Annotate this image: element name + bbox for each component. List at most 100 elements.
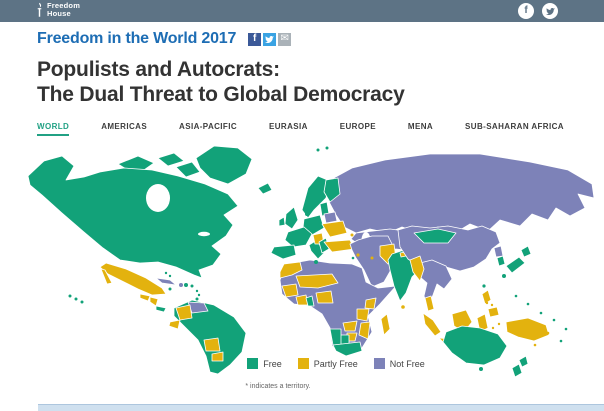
region-ukraine[interactable] xyxy=(321,220,348,238)
region-lesser-antilles[interactable] xyxy=(197,293,201,297)
region-sulawesi[interactable] xyxy=(476,313,489,333)
region-paraguay[interactable] xyxy=(211,351,224,362)
region-south-america[interactable] xyxy=(173,299,247,375)
region-zambia[interactable] xyxy=(342,320,358,332)
region-moluccas[interactable] xyxy=(497,322,501,326)
region-philippines[interactable] xyxy=(490,303,494,307)
region-belarus[interactable] xyxy=(323,211,338,224)
region-dominican-republic[interactable] xyxy=(184,283,188,287)
region-jordan[interactable] xyxy=(356,253,360,257)
tab-sub-saharan-africa[interactable]: SUB-SAHARAN AFRICA xyxy=(465,122,564,131)
region-philippines[interactable] xyxy=(485,301,489,305)
region-tunisia[interactable] xyxy=(314,260,318,264)
region-morocco-western-sahara[interactable] xyxy=(279,261,303,279)
region-south-korea[interactable] xyxy=(496,255,506,267)
region-pacific-island[interactable] xyxy=(533,343,537,347)
region-guatemala[interactable] xyxy=(139,293,151,302)
region-bolivia[interactable] xyxy=(203,337,221,352)
world-map[interactable] xyxy=(0,136,604,380)
region-tasmania[interactable] xyxy=(479,367,483,371)
region-pacific-island[interactable] xyxy=(546,331,550,335)
region-ireland[interactable] xyxy=(278,216,286,227)
region-north-america[interactable] xyxy=(27,155,239,279)
region-puerto-rico[interactable] xyxy=(190,284,194,288)
region-costa-rica-panama[interactable] xyxy=(155,305,167,313)
region-lesser-antilles[interactable] xyxy=(195,289,199,293)
region-taiwan[interactable] xyxy=(482,284,486,288)
region-indochina[interactable] xyxy=(415,259,453,308)
region-france[interactable] xyxy=(284,226,313,248)
region-myanmar[interactable] xyxy=(409,255,425,282)
region-mongolia[interactable] xyxy=(413,228,457,244)
region-georgia[interactable] xyxy=(350,233,354,237)
region-philippines-mindanao[interactable] xyxy=(487,306,500,318)
region-jamaica[interactable] xyxy=(168,287,172,291)
region-japan-honshu[interactable] xyxy=(505,256,526,274)
region-svalbard[interactable] xyxy=(316,148,320,152)
region-moluccas[interactable] xyxy=(491,326,495,330)
region-kenya[interactable] xyxy=(364,297,377,310)
tab-americas[interactable]: AMERICAS xyxy=(101,122,148,131)
region-baja-california[interactable] xyxy=(100,268,113,285)
region-pacific-island[interactable] xyxy=(559,339,563,343)
region-sri-lanka[interactable] xyxy=(401,305,405,309)
region-new-zealand-south[interactable] xyxy=(511,363,523,378)
region-hawaii[interactable] xyxy=(68,294,72,298)
region-nigeria[interactable] xyxy=(315,290,334,304)
region-sumatra[interactable] xyxy=(422,312,442,337)
region-israel[interactable] xyxy=(351,256,355,260)
tab-asia-pacific[interactable]: ASIA-PACIFIC xyxy=(179,122,238,131)
region-mozambique-malawi[interactable] xyxy=(358,321,371,340)
tab-world[interactable]: WORLD xyxy=(37,122,70,136)
region-senegal-guinea[interactable] xyxy=(281,283,299,298)
facebook-circle-icon[interactable]: f xyxy=(518,3,534,19)
tab-eurasia[interactable]: EURASIA xyxy=(268,122,308,131)
region-pacific-island[interactable] xyxy=(539,311,543,315)
region-malaysia[interactable] xyxy=(424,295,435,312)
facebook-share-icon[interactable]: f xyxy=(248,32,262,46)
region-cuba[interactable] xyxy=(155,277,177,286)
region-haiti[interactable] xyxy=(179,283,183,287)
region-iceland[interactable] xyxy=(257,182,273,195)
region-finland[interactable] xyxy=(323,177,341,203)
region-ghana[interactable] xyxy=(305,295,315,307)
region-south-africa[interactable] xyxy=(332,341,363,357)
twitter-circle-icon[interactable] xyxy=(542,3,558,19)
tab-europe[interactable]: EUROPE xyxy=(339,122,376,131)
region-hawaii[interactable] xyxy=(80,300,84,304)
region-bahamas[interactable] xyxy=(168,274,172,278)
region-iberia[interactable] xyxy=(270,244,297,260)
region-north-korea[interactable] xyxy=(493,245,504,258)
region-bahamas[interactable] xyxy=(164,271,168,275)
world-map-svg[interactable] xyxy=(0,136,604,380)
region-pacific-island[interactable] xyxy=(564,327,568,331)
region-arctic-island-2[interactable] xyxy=(157,152,185,167)
region-new-zealand-north[interactable] xyxy=(518,355,529,368)
freedom-house-logo[interactable]: Freedom House xyxy=(35,2,80,18)
region-hawaii[interactable] xyxy=(74,297,78,301)
tab-mena[interactable]: MENA xyxy=(407,122,434,131)
region-colombia[interactable] xyxy=(175,304,193,321)
region-japan-kyushu[interactable] xyxy=(502,274,506,278)
region-honduras-nicaragua[interactable] xyxy=(149,296,159,307)
region-russia[interactable] xyxy=(327,153,595,234)
email-share-icon[interactable]: ✉ xyxy=(278,32,292,46)
region-ecuador[interactable] xyxy=(168,319,181,330)
region-japan-hokkaido[interactable] xyxy=(520,245,532,258)
region-new-guinea[interactable] xyxy=(505,317,550,342)
region-germany-central-europe[interactable] xyxy=(302,214,325,236)
region-pacific-island[interactable] xyxy=(552,318,556,322)
region-madagascar[interactable] xyxy=(380,313,391,336)
region-turkey[interactable] xyxy=(323,239,355,253)
region-pacific-island[interactable] xyxy=(514,294,518,298)
twitter-share-icon[interactable] xyxy=(263,32,277,46)
region-philippines-luzon[interactable] xyxy=(481,289,492,305)
region-sahel-mali-niger[interactable] xyxy=(295,273,339,289)
region-denmark[interactable] xyxy=(305,212,309,216)
region-svalbard[interactable] xyxy=(325,146,329,150)
region-united-kingdom[interactable] xyxy=(284,206,299,230)
region-kuwait[interactable] xyxy=(370,256,374,260)
region-greenland[interactable] xyxy=(195,145,253,185)
region-australia[interactable] xyxy=(442,325,508,366)
region-tanzania[interactable] xyxy=(356,308,370,322)
